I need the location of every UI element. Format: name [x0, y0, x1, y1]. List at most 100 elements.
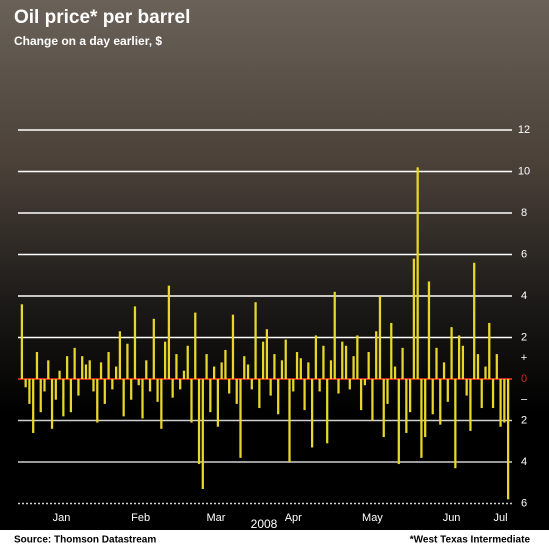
- bar: [382, 378, 385, 438]
- bar: [24, 378, 27, 388]
- bar: [118, 331, 122, 379]
- x-tick-label: Jan: [53, 512, 71, 524]
- bar: [326, 378, 329, 444]
- bar: [114, 366, 118, 379]
- bar: [333, 291, 336, 379]
- bar: [273, 354, 276, 379]
- bar: [469, 378, 472, 431]
- bar: [344, 345, 348, 379]
- bar: [329, 360, 333, 379]
- bar: [133, 306, 137, 379]
- bar: [122, 378, 125, 417]
- y-tick-label: 0: [521, 373, 527, 385]
- bar: [363, 378, 367, 386]
- bar: [295, 352, 299, 379]
- bar: [405, 378, 408, 433]
- bar: [450, 327, 453, 379]
- bar: [205, 354, 208, 379]
- bar: [228, 378, 231, 394]
- bar: [239, 378, 242, 458]
- bar: [378, 295, 382, 379]
- bar: [175, 354, 178, 379]
- bar: [103, 378, 106, 404]
- bar: [235, 378, 238, 404]
- sign-label: +: [521, 352, 527, 364]
- bar: [250, 378, 253, 390]
- bar: [359, 378, 363, 411]
- bar: [107, 352, 110, 379]
- bar: [20, 304, 24, 379]
- bar: [314, 335, 318, 379]
- bar: [258, 378, 261, 409]
- x-tick-label: Mar: [207, 512, 226, 524]
- bar: [47, 360, 50, 379]
- bar: [145, 360, 148, 379]
- bar: [356, 335, 359, 379]
- bar: [457, 335, 461, 379]
- x-tick-label: Apr: [285, 512, 302, 524]
- bar: [231, 314, 235, 379]
- bar: [473, 262, 476, 379]
- bar: [141, 378, 144, 419]
- y-tick-label: 10: [518, 165, 530, 177]
- bar: [269, 378, 272, 396]
- bar: [197, 378, 201, 465]
- bar: [179, 378, 182, 390]
- bar: [152, 318, 155, 379]
- bar: [88, 360, 91, 379]
- bar: [303, 378, 306, 411]
- bar: [62, 378, 65, 417]
- footnote: *West Texas Intermediate: [410, 535, 531, 546]
- bar: [39, 378, 42, 413]
- bar: [310, 378, 314, 448]
- bar: [84, 364, 88, 379]
- y-tick-label: 2: [521, 414, 527, 426]
- bar: [160, 378, 163, 429]
- bar: [322, 345, 325, 379]
- bar: [28, 378, 31, 404]
- bar: [156, 378, 159, 402]
- bar: [424, 378, 427, 438]
- y-tick-label: 2: [521, 331, 527, 343]
- bar: [427, 281, 431, 379]
- bar: [92, 378, 95, 392]
- bar: [69, 378, 73, 413]
- bar: [126, 343, 129, 379]
- bar: [137, 378, 140, 386]
- bar: [130, 378, 133, 400]
- bar: [99, 362, 103, 379]
- bar: [96, 378, 99, 423]
- bar: [163, 341, 167, 379]
- bar: [50, 378, 54, 429]
- x-axis-label: 2008: [251, 517, 278, 531]
- bar: [186, 345, 189, 379]
- y-tick-label: 4: [521, 456, 527, 468]
- bar: [318, 378, 321, 392]
- bar: [397, 378, 400, 465]
- bar: [386, 378, 389, 404]
- bar: [171, 378, 174, 398]
- bar: [73, 347, 76, 379]
- bar: [246, 364, 250, 379]
- bar: [265, 329, 269, 379]
- bar: [277, 378, 280, 415]
- bar: [476, 354, 480, 379]
- source: Source: Thomson Datastream: [14, 535, 156, 546]
- bar: [431, 378, 434, 415]
- bar: [35, 352, 39, 379]
- bar: [54, 378, 57, 400]
- bar: [111, 378, 114, 390]
- bar: [32, 378, 35, 433]
- bar: [408, 378, 412, 413]
- bar: [503, 378, 506, 423]
- y-tick-label: 4: [521, 290, 527, 302]
- bar: [412, 258, 416, 379]
- x-tick-label: May: [362, 512, 383, 524]
- bar: [420, 378, 423, 458]
- bar: [393, 366, 397, 379]
- bar: [439, 378, 442, 425]
- bar: [375, 331, 378, 379]
- bar: [352, 356, 355, 379]
- bar: [216, 378, 220, 427]
